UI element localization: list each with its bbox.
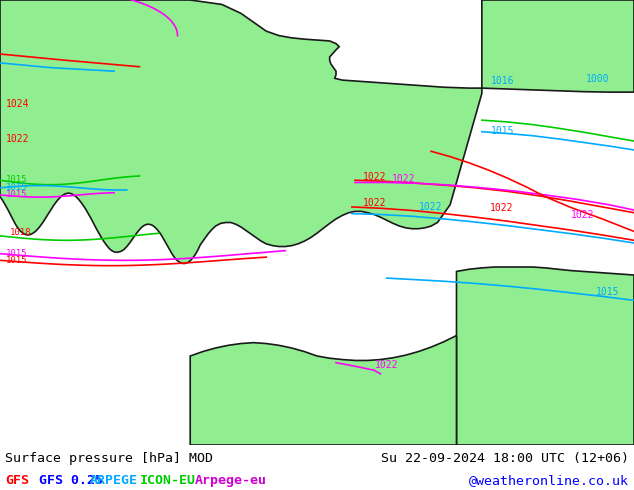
- Text: 1022: 1022: [6, 133, 30, 144]
- Text: 1022: 1022: [392, 173, 415, 184]
- Text: Surface pressure [hPa] MOD: Surface pressure [hPa] MOD: [5, 452, 213, 465]
- Text: 1018: 1018: [10, 228, 31, 237]
- Text: 1015: 1015: [6, 174, 28, 184]
- Text: 1022: 1022: [363, 172, 386, 182]
- Text: Su 22-09-2024 18:00 UTC (12+06): Su 22-09-2024 18:00 UTC (12+06): [381, 452, 629, 465]
- Text: 1015: 1015: [6, 190, 28, 198]
- Text: 1016: 1016: [491, 75, 515, 86]
- Polygon shape: [456, 267, 634, 445]
- Text: 1022: 1022: [363, 198, 387, 208]
- Text: 1015: 1015: [6, 256, 28, 266]
- Text: 1022: 1022: [418, 202, 442, 212]
- Text: 1015: 1015: [6, 183, 28, 192]
- Text: 1000: 1000: [586, 74, 609, 84]
- Text: @weatheronline.co.uk: @weatheronline.co.uk: [469, 474, 629, 487]
- Text: 1022: 1022: [571, 210, 594, 220]
- Text: Arpege-eu: Arpege-eu: [195, 474, 268, 487]
- Polygon shape: [190, 336, 456, 445]
- Text: GFS: GFS: [5, 474, 29, 487]
- Text: GFS 0.25: GFS 0.25: [39, 474, 103, 487]
- Text: 1015: 1015: [491, 125, 515, 136]
- Polygon shape: [482, 0, 634, 92]
- Text: 1022: 1022: [375, 361, 399, 370]
- Text: 1015: 1015: [596, 287, 619, 296]
- Text: 1022: 1022: [489, 203, 513, 213]
- Text: 1015: 1015: [6, 249, 28, 258]
- Polygon shape: [0, 0, 482, 264]
- Text: ARPEGE: ARPEGE: [90, 474, 138, 487]
- Text: 1024: 1024: [6, 99, 30, 109]
- Text: ICON-EU: ICON-EU: [139, 474, 195, 487]
